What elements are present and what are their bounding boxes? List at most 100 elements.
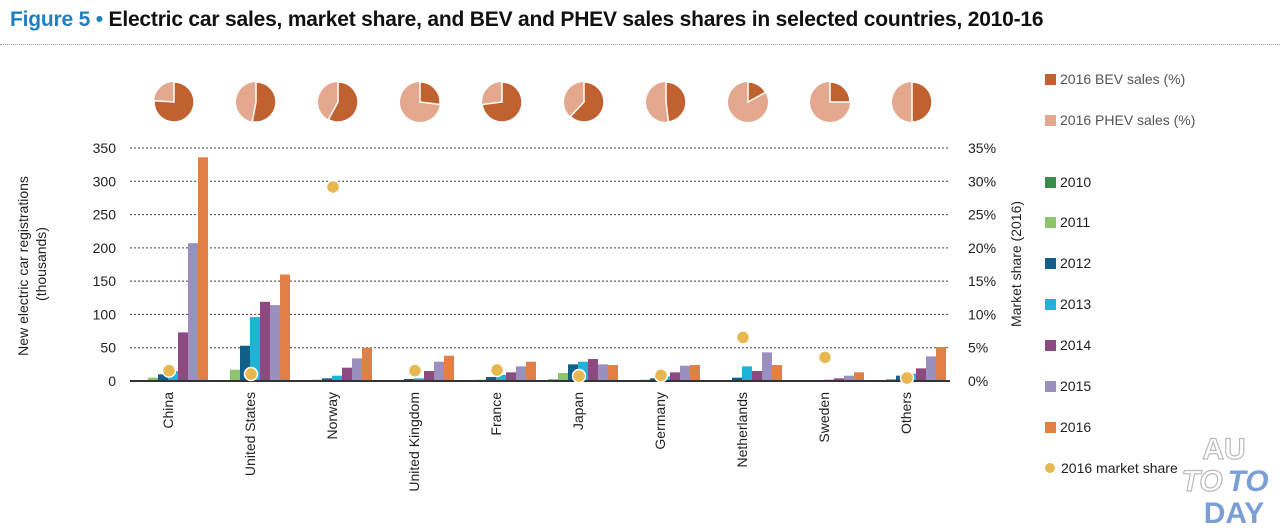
x-tick-label: China: [160, 392, 176, 429]
legend-swatch: [1045, 298, 1056, 310]
x-tick-label: Japan: [570, 392, 586, 430]
y-tick-label: 100: [93, 306, 117, 322]
market-share-point: [817, 350, 833, 365]
legend-label: 2013: [1060, 296, 1092, 312]
y-tick-label: 200: [93, 240, 117, 256]
y2-tick-label: 5%: [968, 340, 988, 356]
watermark-day: DAY: [1204, 497, 1265, 527]
y-axis-label-line2: (thousands): [33, 227, 49, 301]
legend-item: 2014: [1045, 337, 1091, 353]
pie-charts: [153, 81, 933, 123]
bar-2015: [598, 364, 608, 381]
x-tick-label: Netherlands: [734, 392, 750, 468]
x-tick-label: Norway: [324, 392, 340, 439]
bar-2014: [670, 372, 680, 381]
y2-tick-label: 25%: [968, 207, 996, 223]
legend-swatch: [1045, 216, 1056, 228]
bar-2015: [762, 352, 772, 381]
legend-item: 2016: [1045, 419, 1091, 435]
bar-2012: [486, 377, 496, 381]
y-axis-ticks: 0 50 100 150 200 250 300 350: [93, 140, 117, 389]
bar-2012: [322, 378, 332, 381]
bar-2013: [250, 317, 260, 381]
market-share-point: [571, 368, 587, 384]
pie-bev-slice: [419, 81, 441, 106]
bar-2011: [558, 373, 568, 381]
bar-2014: [260, 301, 270, 381]
title-divider: [0, 44, 1280, 45]
bar-2014: [752, 371, 762, 381]
bar-2016: [362, 347, 372, 381]
bar-2016: [280, 274, 290, 381]
y-tick-label: 250: [93, 207, 117, 223]
market-share-point: [325, 179, 341, 195]
bar-2014: [506, 372, 516, 381]
y-tick-label: 350: [93, 140, 117, 156]
watermark-to-solid: TO: [1227, 465, 1268, 498]
legend-item: 2012: [1045, 255, 1091, 271]
y-axis-label-line1: New electric car registrations: [15, 176, 31, 356]
pie-bev-slice: [569, 81, 605, 123]
x-tick-label: France: [488, 392, 504, 436]
bar-2016: [936, 347, 946, 381]
pie-bev-slice: [327, 81, 359, 123]
legend-label: 2012: [1060, 255, 1092, 271]
legend-label: 2015: [1060, 378, 1092, 394]
market-share-point: [407, 363, 423, 378]
chart-title: Figure 5 • Electric car sales, market sh…: [10, 8, 1044, 32]
y2-tick-label: 0%: [968, 373, 988, 389]
bar-2014: [342, 367, 352, 381]
bar-2015: [516, 366, 526, 381]
market-share-point: [161, 363, 177, 378]
legend-item: 2010: [1045, 174, 1091, 190]
bar-2013: [742, 366, 752, 381]
bar-2016: [526, 361, 536, 381]
bar-2016: [198, 157, 208, 381]
figure-title-text: Electric car sales, market share, and BE…: [108, 8, 1044, 31]
bar-2013: [414, 378, 424, 381]
legend-item: 2016 market share: [1045, 460, 1178, 476]
y2-tick-label: 30%: [968, 173, 996, 189]
market-share-point: [735, 330, 751, 345]
bar-2014: [178, 332, 188, 381]
y-tick-label: 50: [100, 340, 116, 356]
pie-bev-slice: [911, 81, 933, 123]
y2-axis-label: Market share (2016): [1008, 201, 1024, 327]
market-share-point: [243, 366, 259, 382]
bar-2014: [588, 359, 598, 381]
bar-2015: [844, 375, 854, 381]
legend-label: 2016: [1060, 419, 1092, 435]
bar-2015: [680, 365, 690, 381]
legend-item: 2016 BEV sales (%): [1045, 71, 1185, 87]
market-share-point: [653, 368, 669, 383]
bar-2011: [230, 369, 240, 381]
bar-2012: [158, 374, 168, 381]
bar-2016: [690, 365, 700, 381]
pie-bev-slice: [665, 81, 687, 123]
x-tick-label: United Kingdom: [406, 392, 422, 492]
y-tick-label: 150: [93, 273, 117, 289]
bar-2014: [834, 378, 844, 381]
market-share-point: [489, 362, 505, 378]
y-tick-label: 300: [93, 173, 117, 189]
legend-swatch: [1045, 421, 1056, 433]
y-tick-label: 0: [108, 373, 116, 389]
x-tick-label: United States: [242, 392, 258, 476]
y2-tick-label: 15%: [968, 273, 996, 289]
bar-2014: [916, 368, 926, 381]
bar-2012: [240, 345, 250, 381]
x-tick-label: Germany: [652, 392, 668, 450]
bar-2013: [496, 375, 506, 381]
bar-2015: [270, 305, 280, 381]
legend-label: 2016 BEV sales (%): [1060, 71, 1186, 87]
legend-swatch: [1045, 257, 1056, 269]
legend-item: 2015: [1045, 378, 1091, 394]
bar-2015: [188, 243, 198, 381]
bar-2012: [732, 377, 742, 381]
bar-2014: [424, 371, 434, 381]
legend-swatch: [1045, 176, 1056, 188]
legend-label: 2010: [1060, 174, 1092, 190]
pie-bev-slice: [747, 81, 767, 104]
bar-2016: [854, 372, 864, 381]
legend-label: 2014: [1060, 337, 1092, 353]
